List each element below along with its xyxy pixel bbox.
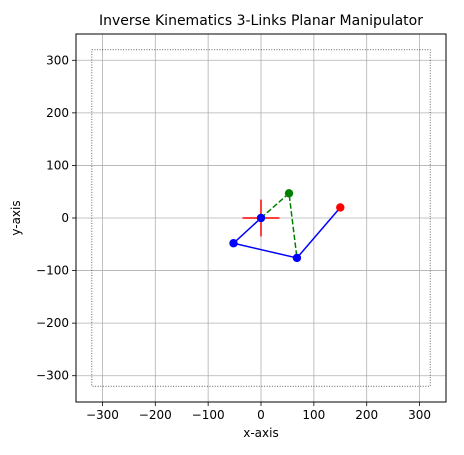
y-tick-label: 200 [46, 106, 69, 120]
y-tick-label: −100 [36, 264, 69, 278]
workspace-boundary-rect [91, 49, 431, 387]
x-tick-label: −100 [192, 408, 225, 422]
joint-marker [229, 239, 238, 248]
x-tick-label: 300 [408, 408, 431, 422]
y-tick-label: 100 [46, 158, 69, 172]
x-tick-label: 100 [302, 408, 325, 422]
arm-links-line [231, 206, 341, 259]
chart-title: Inverse Kinematics 3-Links Planar Manipu… [99, 13, 423, 29]
joint-marker [292, 253, 302, 263]
y-tick-label: 300 [46, 53, 69, 67]
y-axis-label: y-axis [9, 200, 23, 235]
x-tick-label: −300 [86, 408, 119, 422]
alternate-configuration-line [260, 191, 298, 259]
x-tick-label: −200 [139, 408, 172, 422]
x-tick-label: 200 [355, 408, 378, 422]
joint-marker [256, 213, 266, 223]
end-effector-marker [336, 203, 345, 212]
alternate-joint-marker [284, 189, 294, 198]
x-axis-label: x-axis [243, 426, 278, 440]
axis-ticks: −300 −200 −100 0 100 200 300 −300 −200 −100 0 100 20… [36, 53, 431, 422]
x-tick-label: 0 [257, 408, 265, 422]
y-tick-label: −300 [36, 369, 69, 383]
series [229, 189, 345, 263]
grid [76, 34, 446, 402]
y-tick-label: −200 [36, 316, 69, 330]
y-tick-label: 0 [61, 211, 69, 225]
workspace-boundary [91, 49, 431, 387]
